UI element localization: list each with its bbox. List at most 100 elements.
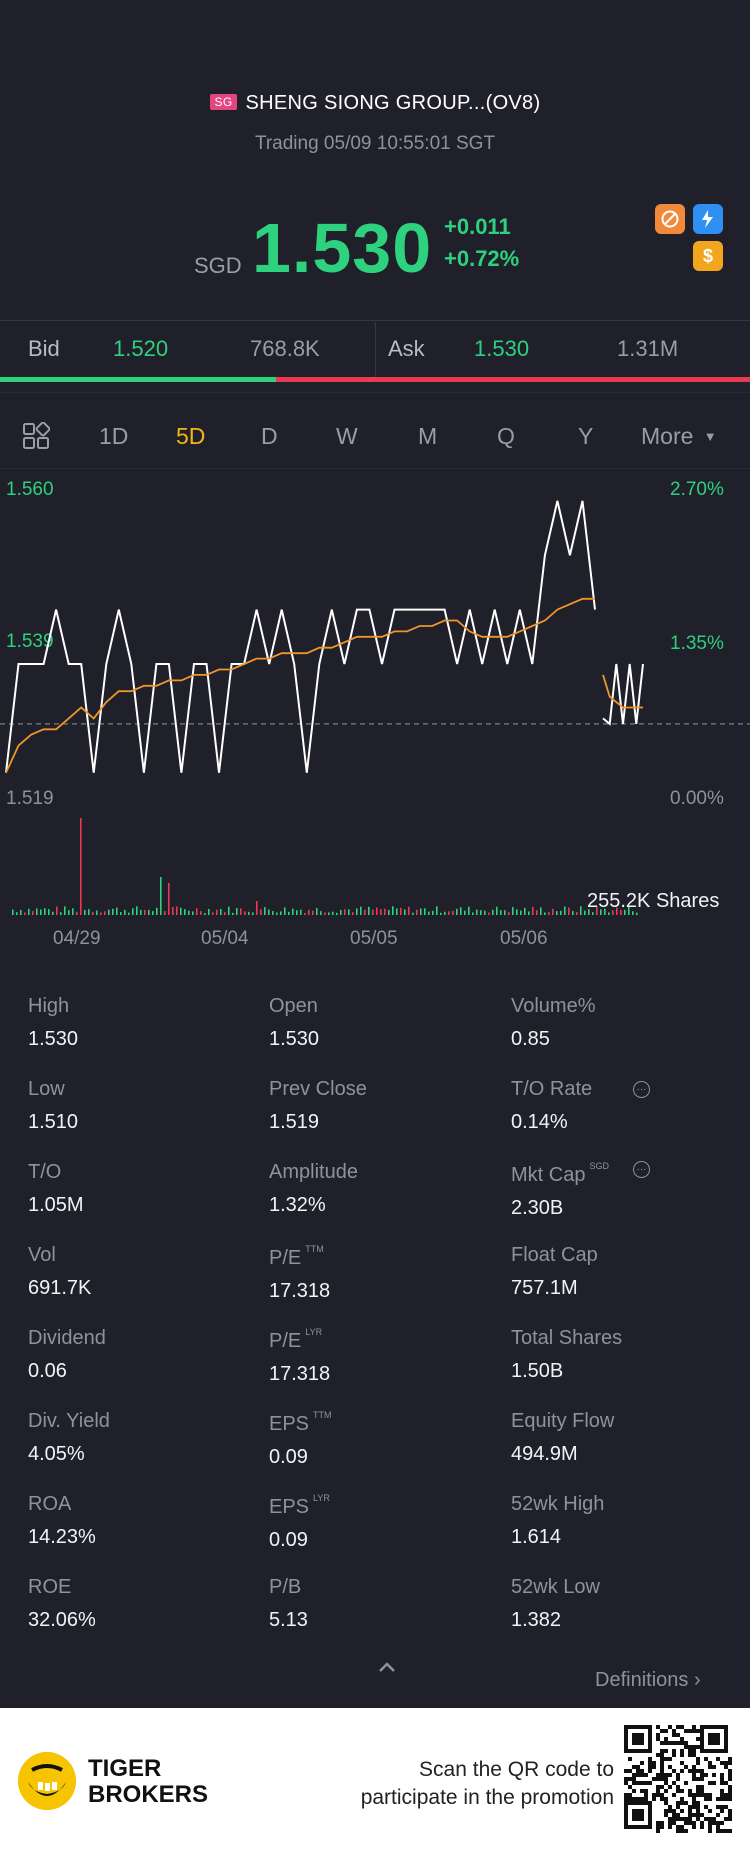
series-line-avg: [5, 597, 595, 774]
bidask-separator: [375, 322, 376, 378]
stat-label-superscript: TTM: [313, 1410, 332, 1420]
volume-bar: [360, 906, 362, 915]
more-label: More: [641, 423, 694, 449]
tab-5d[interactable]: 5D: [176, 423, 206, 449]
stat-value: 1.05M: [28, 1194, 84, 1216]
divider: [0, 320, 750, 321]
volume-bar: [212, 912, 214, 915]
volume-bar: [532, 906, 534, 915]
tab-q[interactable]: Q: [497, 423, 515, 449]
tab-more[interactable]: More ▼: [641, 423, 717, 450]
volume-bar: [308, 909, 310, 915]
y-axis-label-mid: 1.539: [6, 631, 54, 652]
volume-bar: [256, 901, 258, 915]
stat-value: 0.06: [28, 1360, 67, 1382]
volume-bar: [244, 911, 246, 915]
tab-d[interactable]: D: [261, 423, 278, 449]
stat-value: 0.85: [511, 1028, 550, 1050]
volume-bar: [284, 907, 286, 915]
volume-bar: [88, 909, 90, 915]
volume-bar: [404, 909, 406, 915]
volume-bar: [124, 909, 126, 915]
volume-bar: [592, 912, 594, 915]
volume-bar: [420, 908, 422, 915]
stat-value: 1.32%: [269, 1194, 326, 1216]
volume-bar: [588, 909, 590, 915]
volume-bar: [76, 911, 78, 915]
volume-bar: [292, 908, 294, 915]
stat-value: 4.05%: [28, 1443, 85, 1465]
volume-bar: [572, 911, 574, 915]
volume-bar: [432, 910, 434, 915]
volume-bar: [488, 912, 490, 915]
volume-bar: [416, 909, 418, 915]
stat-value: 1.382: [511, 1609, 562, 1631]
volume-bar: [268, 909, 270, 915]
volume-bar: [424, 908, 426, 915]
volume-bar: [16, 912, 18, 915]
stat-label: Vol: [28, 1244, 56, 1266]
volume-bar: [460, 907, 462, 915]
stat-label: Float Cap: [511, 1244, 598, 1266]
layout-grid-icon[interactable]: [22, 421, 51, 455]
volume-bar: [96, 910, 98, 915]
ask-volume: 1.31M: [617, 336, 679, 361]
tab-m[interactable]: M: [418, 423, 438, 449]
volume-bar: [520, 910, 522, 915]
volume-bar: [120, 912, 122, 915]
no-short-icon[interactable]: [655, 204, 685, 234]
promo-line-1: Scan the QR code to: [419, 1758, 614, 1781]
volume-bar: [380, 909, 382, 915]
qr-code-icon[interactable]: [624, 1724, 732, 1834]
stat-float-cap: Float Cap 757.1M: [511, 1244, 598, 1300]
tab-1d[interactable]: 1D: [99, 423, 129, 449]
ask-strength-bar: [276, 377, 750, 382]
volume-bar: [504, 910, 506, 915]
definitions-link[interactable]: Definitions ›: [595, 1669, 701, 1692]
volume-bar: [108, 909, 110, 915]
series-line-price-today: [602, 663, 644, 726]
volume-bar: [388, 909, 390, 915]
tab-w[interactable]: W: [336, 423, 358, 449]
volume-bar: [560, 910, 562, 915]
stat-label-superscript: SGD: [589, 1161, 609, 1171]
volume-bar: [148, 909, 150, 915]
info-icon[interactable]: ···: [633, 1081, 650, 1098]
divider: [0, 468, 750, 469]
volume-bar: [624, 909, 626, 915]
volume-bar: [144, 909, 146, 915]
dollar-icon[interactable]: $: [693, 241, 723, 271]
volume-bar: [116, 907, 118, 915]
volume-bar: [552, 908, 554, 915]
volume-bar: [484, 910, 486, 915]
stat-value: 757.1M: [511, 1277, 578, 1299]
collapse-icon[interactable]: [375, 1656, 399, 1685]
stock-title: SG SHENG SIONG GROUP...(OV8): [0, 92, 750, 115]
volume-bar: [548, 912, 550, 915]
volume-bar: [232, 912, 234, 915]
volume-bar: [48, 909, 50, 915]
stat-p-b: P/B 5.13: [269, 1576, 308, 1632]
volume-bar: [216, 909, 218, 915]
volume-bar: [436, 906, 438, 915]
volume-bar: [24, 912, 26, 915]
price-chart[interactable]: [0, 480, 750, 920]
stat-value: 1.530: [28, 1028, 79, 1050]
ask-label: Ask: [388, 336, 425, 361]
stat-label: ROA: [28, 1493, 72, 1515]
x-axis-label: 05/06: [500, 928, 548, 949]
tab-y[interactable]: Y: [578, 423, 594, 449]
volume-bar: [568, 907, 570, 915]
volume-bar: [136, 906, 138, 915]
stat-52wk-high: 52wk High 1.614: [511, 1493, 604, 1549]
volume-bar: [344, 909, 346, 915]
stat-t-o-rate: T/O Rate 0.14% ···: [511, 1078, 650, 1134]
info-icon[interactable]: ···: [633, 1161, 650, 1178]
volume-bar: [84, 909, 86, 915]
last-price: 1.530: [252, 209, 433, 287]
stat-label: Open: [269, 995, 318, 1017]
volume-bar: [152, 911, 154, 915]
lightning-icon[interactable]: [693, 204, 723, 234]
brand-line-1: TIGER: [88, 1755, 162, 1782]
volume-bar: [364, 909, 366, 915]
